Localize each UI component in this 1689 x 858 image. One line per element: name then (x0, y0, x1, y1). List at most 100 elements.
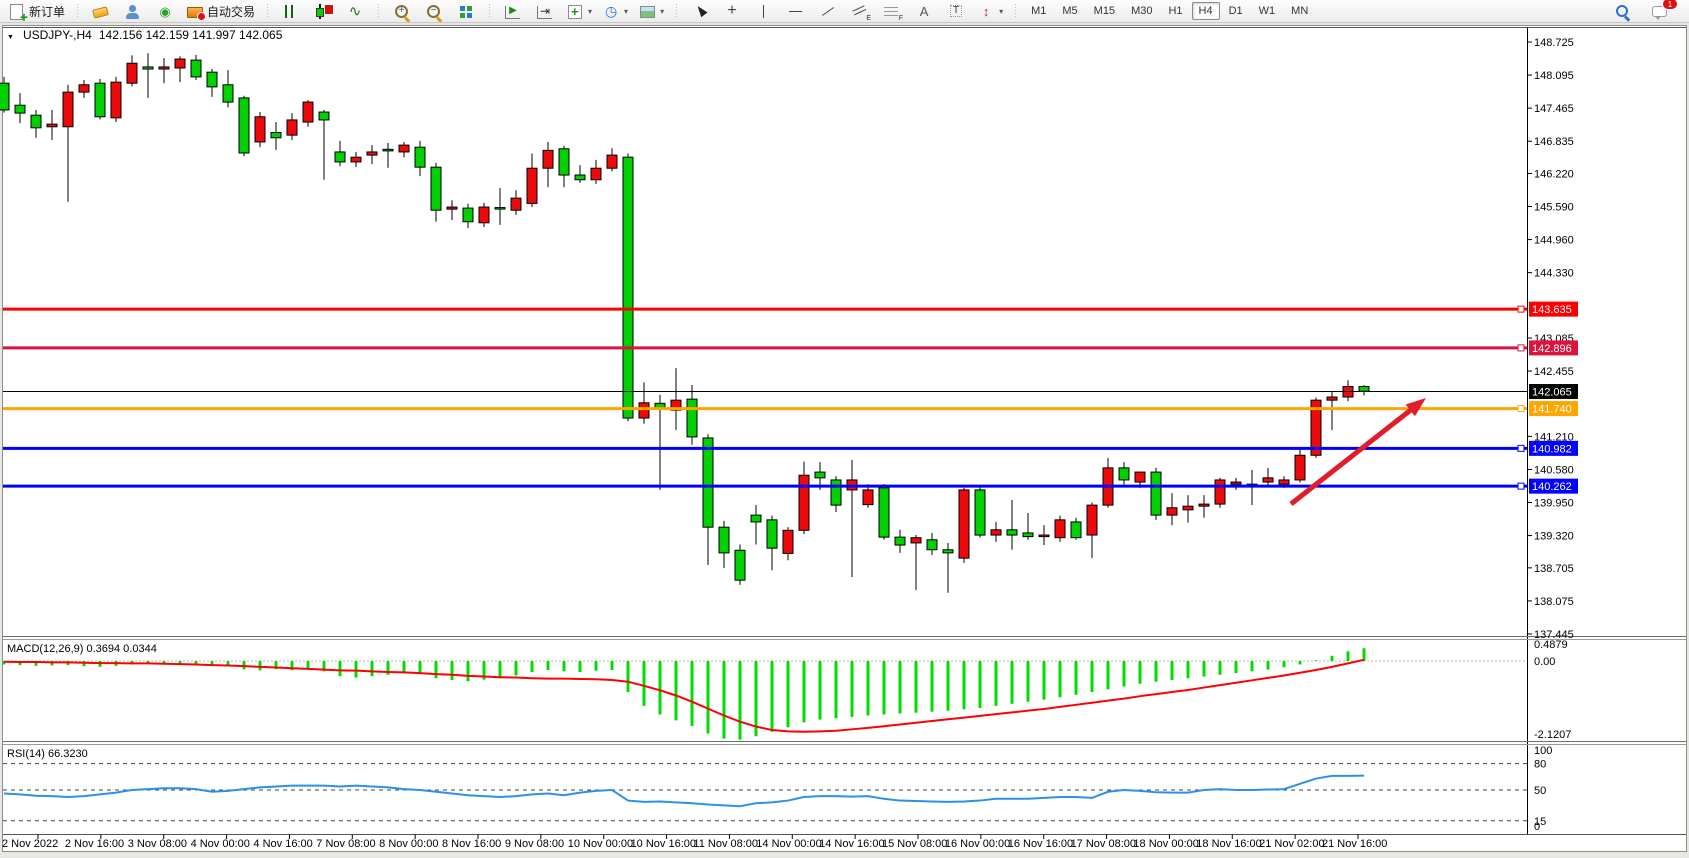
autotrading-button[interactable]: 自动交易 (182, 0, 259, 22)
bar-chart-button[interactable] (276, 0, 306, 22)
line-chart-button[interactable] (340, 0, 370, 22)
equidistant-channel-icon (851, 3, 871, 22)
time-tick-label: 16 Nov 16:00 (1008, 838, 1073, 850)
time-tick-label: 11 Nov 08:00 (693, 838, 758, 850)
toolbar-grip (376, 3, 382, 19)
signals-button[interactable] (150, 0, 180, 22)
price-tick-label: 142.455 (1534, 366, 1574, 378)
community-button[interactable] (118, 0, 148, 22)
candle-up (398, 144, 410, 153)
timeframe-h1-button[interactable]: H1 (1168, 5, 1183, 17)
candle-down (222, 84, 234, 103)
candle-down (734, 549, 746, 581)
text-button[interactable] (909, 0, 939, 22)
macd-axis-label: -2.1207 (1534, 729, 1571, 741)
candle-down (574, 174, 586, 181)
timeframe-d1-button[interactable]: D1 (1228, 5, 1243, 17)
price-tick-label: 139.950 (1534, 498, 1574, 510)
chevron-down-icon[interactable]: ▾ (624, 6, 629, 16)
rsi-axis-label: 0 (1534, 821, 1540, 833)
price-tick-label: 139.320 (1534, 531, 1574, 543)
chevron-down-icon[interactable]: ▾ (588, 6, 593, 16)
candle-down (558, 148, 570, 176)
timeframe-m15-button[interactable]: M15 (1093, 5, 1116, 17)
candle-up (174, 58, 186, 69)
fibonacci-button[interactable] (877, 0, 907, 22)
indicators-button[interactable]: ▾ (562, 0, 596, 22)
candle-down (190, 59, 202, 78)
timeframe-m5-button[interactable]: M5 (1062, 5, 1078, 17)
macd-signal-line (3, 658, 1365, 733)
chart-shift-button[interactable] (530, 0, 560, 22)
candle-down (462, 207, 474, 223)
time-tick-label: 4 Nov 00:00 (191, 838, 250, 850)
text-icon (915, 3, 933, 20)
time-tick-label: 10 Nov 00:00 (568, 838, 633, 850)
candle-up (782, 529, 794, 554)
zoom-out-button[interactable] (419, 0, 449, 22)
templates-button[interactable]: ▾ (634, 0, 668, 22)
hline-anchor[interactable] (1517, 444, 1525, 452)
cursor-button[interactable] (685, 0, 715, 22)
new-order-label: 新订单 (29, 4, 66, 19)
timeframe-m30-button[interactable]: M30 (1131, 5, 1153, 17)
equidistant-channel-button[interactable] (845, 0, 875, 22)
chevron-down-icon[interactable]: ▾ (999, 6, 1004, 16)
timeframe-m1-button[interactable]: M1 (1031, 5, 1047, 17)
hline-anchor[interactable] (1517, 344, 1525, 352)
candle-up (126, 62, 138, 84)
timeframe-w1-button[interactable]: W1 (1258, 5, 1276, 17)
time-tick-label: 16 Nov 00:00 (945, 838, 1010, 850)
text-label-button[interactable] (941, 0, 971, 22)
chat-button[interactable]: 1 (1645, 0, 1678, 22)
time-tick-label: 18 Nov 00:00 (1133, 838, 1198, 850)
price-tick-label: 147.465 (1534, 103, 1574, 115)
candle-down (30, 114, 42, 129)
candle-up (1054, 519, 1066, 539)
auto-scroll-button[interactable] (498, 0, 528, 22)
candle-up (478, 206, 490, 224)
bar-chart-icon (282, 3, 300, 20)
candle-down (1150, 471, 1162, 516)
candle-chart-button[interactable] (308, 0, 338, 22)
time-tick-label: 18 Nov 16:00 (1196, 838, 1261, 850)
hline-anchor[interactable] (1517, 405, 1525, 413)
trend-arrow-head[interactable] (1405, 398, 1426, 417)
templates-icon (638, 3, 656, 20)
horizontal-line-objects (3, 305, 1527, 490)
hline-anchor[interactable] (1517, 482, 1525, 490)
candle-up (798, 474, 810, 531)
trend-arrow-line[interactable] (1289, 405, 1415, 506)
candle-down (1022, 532, 1034, 538)
chevron-down-icon[interactable]: ▾ (660, 6, 665, 16)
time-tick-label: 2 Nov 2022 (2, 838, 58, 850)
rsi-axis-label: 80 (1534, 759, 1546, 771)
rsi-axis-label: 50 (1534, 785, 1546, 797)
zoom-in-button[interactable] (387, 0, 417, 22)
highlighter-button[interactable] (86, 0, 116, 22)
timeframe-h4-button[interactable]: H4 (1191, 2, 1220, 20)
candle-down (622, 156, 634, 419)
crosshair-button[interactable] (717, 0, 747, 22)
new-order-button[interactable]: 新订单 (4, 0, 69, 24)
trendline-button[interactable] (813, 0, 843, 22)
candle-down (830, 479, 842, 506)
zoom-out-icon (425, 3, 443, 20)
horizontal-line-button[interactable] (781, 0, 811, 22)
candle-down (878, 487, 890, 538)
candle-up (1294, 454, 1306, 481)
tile-windows-button[interactable] (451, 0, 481, 22)
arrows-button[interactable]: ▾ (973, 0, 1007, 22)
periods-button[interactable]: ▾ (598, 0, 632, 22)
candle-down (766, 519, 778, 549)
notification-badge: 1 (1662, 0, 1678, 10)
price-tick-label: 146.220 (1534, 168, 1574, 180)
price-label-badge (1529, 478, 1578, 494)
search-button[interactable] (1607, 0, 1637, 22)
candle-up (590, 167, 602, 181)
timeframe-mn-button[interactable]: MN (1291, 5, 1309, 17)
trend-arrow-annotation[interactable] (1289, 398, 1426, 506)
vertical-line-button[interactable] (749, 0, 779, 22)
hline-anchor[interactable] (1517, 305, 1525, 313)
arrows-icon (977, 3, 995, 20)
